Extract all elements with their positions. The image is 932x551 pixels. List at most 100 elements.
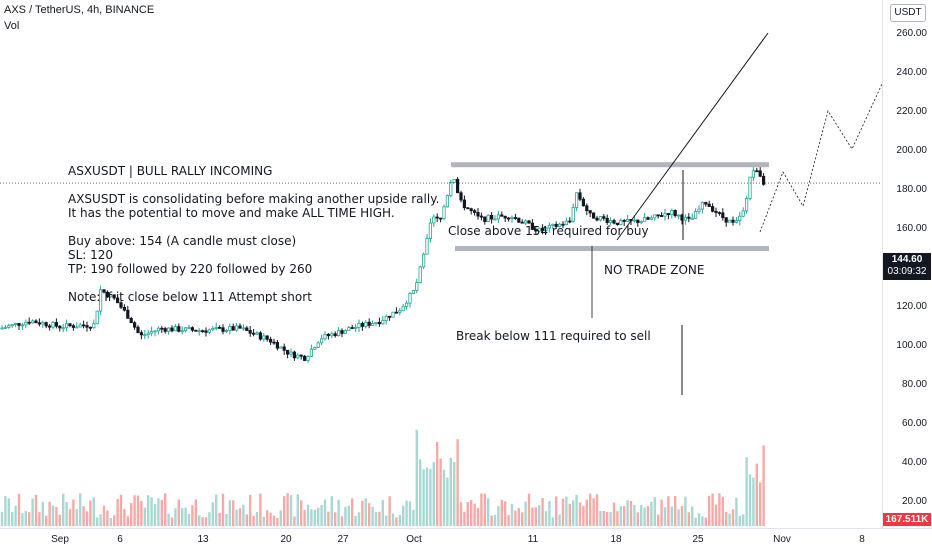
candle-body <box>353 327 358 329</box>
candle-body <box>438 217 443 220</box>
volume-bar <box>119 494 123 526</box>
volume-bar <box>4 496 7 526</box>
candle-body <box>503 215 507 219</box>
candle-body <box>245 327 249 331</box>
candle-body <box>663 213 667 217</box>
volume-bar <box>160 499 163 526</box>
volume-bar <box>181 508 184 526</box>
candle-body <box>37 322 42 325</box>
candlestick-chart[interactable] <box>0 0 882 528</box>
symbol-title[interactable]: AXS / TetherUS, 4h, BINANCE <box>4 4 155 16</box>
price-tick: 20.00 <box>901 496 927 507</box>
candle-body <box>61 327 65 330</box>
volume-bar <box>653 497 656 526</box>
candle-body <box>626 219 630 222</box>
annotation-close-above: Close above 154 required for buy <box>448 224 649 238</box>
candle-body <box>75 326 79 329</box>
price-tick: 40.00 <box>901 457 927 468</box>
candle-body <box>551 223 555 226</box>
currency-selector-button[interactable]: USDT <box>890 4 926 22</box>
volume-bar <box>470 500 473 526</box>
candle-body <box>700 202 705 210</box>
candle-body <box>489 215 494 220</box>
time-tick: 8 <box>859 534 865 545</box>
volume-bar <box>130 502 133 526</box>
volume-bar <box>701 516 704 526</box>
volume-bar <box>364 498 367 526</box>
volume-bar <box>65 501 68 526</box>
volume-bar <box>721 496 724 526</box>
time-tick: Oct <box>406 534 422 545</box>
volume-bar <box>96 517 99 526</box>
volume-bar <box>116 499 119 526</box>
volume-bar <box>548 501 551 526</box>
volume-bar <box>184 507 187 526</box>
candle-body <box>183 327 188 332</box>
volume-bar <box>99 514 102 526</box>
candle-body <box>469 208 473 212</box>
candle-body <box>646 217 650 220</box>
volume-bar <box>493 515 497 526</box>
volume-bar <box>578 502 582 526</box>
projected-path <box>759 83 882 233</box>
volume-bar <box>215 494 218 526</box>
time-scale[interactable]: Sep 6 13 20 27 Oct 11 18 25 Nov 8 <box>0 528 932 551</box>
volume-bar <box>75 509 78 526</box>
time-tick: 27 <box>337 534 349 545</box>
volume-bar <box>551 517 554 526</box>
volume-bar <box>391 513 395 526</box>
chart-area[interactable]: AXS / TetherUS, 4h, BINANCE Vol ASXUSDT … <box>0 0 882 528</box>
volume-bar <box>667 496 670 526</box>
candle-body <box>731 219 735 223</box>
candle-body <box>207 329 211 333</box>
price-tick: 160.00 <box>896 223 927 234</box>
volume-bar <box>85 511 89 526</box>
volume-bar <box>21 513 24 526</box>
candle-body <box>455 179 460 194</box>
volume-bar <box>674 495 677 526</box>
candle-body <box>129 317 133 324</box>
volume-bar <box>34 494 38 526</box>
candle-body <box>217 326 222 329</box>
volume-bar <box>28 512 31 526</box>
candle-body <box>88 326 92 329</box>
candle-body <box>432 216 436 224</box>
candle-body <box>350 327 354 329</box>
candle-body <box>251 332 256 335</box>
volume-bar <box>153 504 157 526</box>
candle-body <box>105 291 109 298</box>
volume-bar <box>289 495 293 526</box>
price-tick: 120.00 <box>896 301 927 312</box>
candle-body <box>99 289 103 312</box>
candle-body <box>275 342 280 349</box>
volume-bar <box>725 511 728 526</box>
volume-bar <box>453 462 456 526</box>
candle-body <box>367 321 371 326</box>
volume-bar <box>17 493 21 526</box>
candle-body <box>748 176 752 199</box>
volume-bar <box>259 493 262 526</box>
candle-body <box>190 327 194 331</box>
resistance-band <box>451 162 769 168</box>
volume-indicator-label[interactable]: Vol <box>4 20 20 32</box>
volume-bar <box>708 495 711 526</box>
candle-body <box>0 327 4 330</box>
candle-body <box>745 198 749 212</box>
candle-body <box>370 323 375 326</box>
volume-bar <box>582 505 585 526</box>
volume-bar <box>262 516 265 526</box>
candle-body <box>265 335 269 340</box>
candle-body <box>472 210 477 213</box>
volume-bar <box>320 505 323 526</box>
candle-body <box>391 311 395 318</box>
candle-body <box>381 320 385 325</box>
candle-body <box>762 175 766 185</box>
volume-bar <box>422 469 425 526</box>
volume-bar <box>245 514 248 526</box>
volume-bar <box>62 493 65 526</box>
volume-bar <box>602 511 605 526</box>
candle-body <box>68 323 72 327</box>
volume-bar <box>626 500 629 526</box>
volume-bar <box>170 517 174 526</box>
candle-body <box>95 310 99 325</box>
